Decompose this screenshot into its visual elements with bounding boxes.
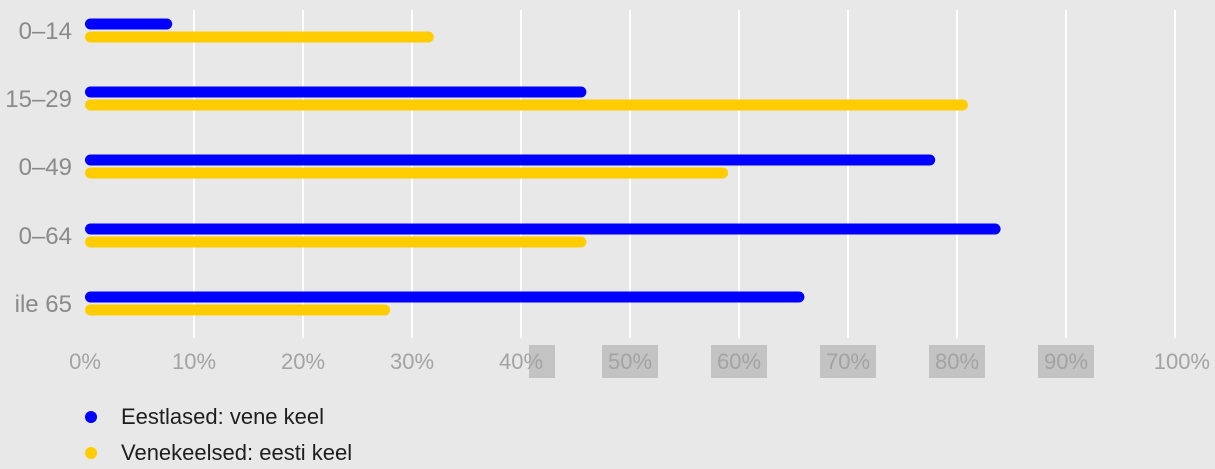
x-tick-label: 60% xyxy=(717,349,761,374)
x-tick-label: 90% xyxy=(1044,349,1088,374)
bar xyxy=(85,223,1001,235)
category-label: 0–49 xyxy=(19,154,72,181)
category-labels: 0–14 15–29 0–49 0–64 ile 65 xyxy=(5,18,72,318)
x-tick-label: 10% xyxy=(172,349,216,374)
bar xyxy=(85,154,936,166)
bar xyxy=(85,99,968,111)
bar xyxy=(85,18,173,30)
bar xyxy=(85,291,805,303)
bar xyxy=(85,167,729,179)
tick-highlight xyxy=(929,345,985,378)
tick-highlight xyxy=(529,345,555,378)
x-tick-label: 70% xyxy=(826,349,870,374)
x-tick-label: 40% xyxy=(499,349,543,374)
x-tick-label: 30% xyxy=(390,349,434,374)
tick-highlight xyxy=(820,345,876,378)
bars xyxy=(85,18,1001,316)
legend-marker xyxy=(85,447,97,459)
x-tick-label: 50% xyxy=(608,349,652,374)
category-label: 0–64 xyxy=(19,223,72,250)
bar xyxy=(85,86,587,98)
tick-highlight xyxy=(711,345,767,378)
legend-label: Eestlased: vene keel xyxy=(121,404,324,429)
tick-highlight xyxy=(602,345,658,378)
x-tick-label: 100% xyxy=(1154,349,1210,374)
tick-highlights xyxy=(529,345,1094,378)
category-label: 15–29 xyxy=(5,86,72,113)
legend: Eestlased: vene keel Venekeelsed: eesti k… xyxy=(85,404,352,465)
legend-label: Venekeelsed: eesti keel xyxy=(121,440,352,465)
bar xyxy=(85,236,587,248)
x-tick-label: 80% xyxy=(935,349,979,374)
legend-marker xyxy=(85,411,97,423)
category-label: 0–14 xyxy=(19,18,72,45)
x-tick-label: 0% xyxy=(69,349,101,374)
tick-highlight xyxy=(1038,345,1094,378)
x-tick-label: 20% xyxy=(281,349,325,374)
bar xyxy=(85,31,434,43)
bar xyxy=(85,304,391,316)
category-label: ile 65 xyxy=(15,291,72,318)
x-tick-labels: 0% 10% 20% 30% 40% 50% 60% 70% 80% 90% 100% xyxy=(69,349,1210,374)
